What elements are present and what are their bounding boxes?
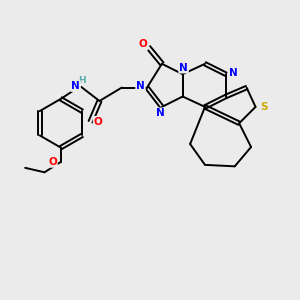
Text: N: N bbox=[179, 63, 188, 73]
Text: H: H bbox=[78, 76, 86, 85]
Text: O: O bbox=[94, 117, 102, 127]
Text: N: N bbox=[229, 68, 238, 78]
Text: S: S bbox=[260, 102, 268, 112]
Text: N: N bbox=[136, 81, 145, 91]
Text: O: O bbox=[139, 40, 148, 50]
Text: N: N bbox=[71, 81, 80, 91]
Text: O: O bbox=[48, 157, 57, 167]
Text: N: N bbox=[156, 108, 165, 118]
